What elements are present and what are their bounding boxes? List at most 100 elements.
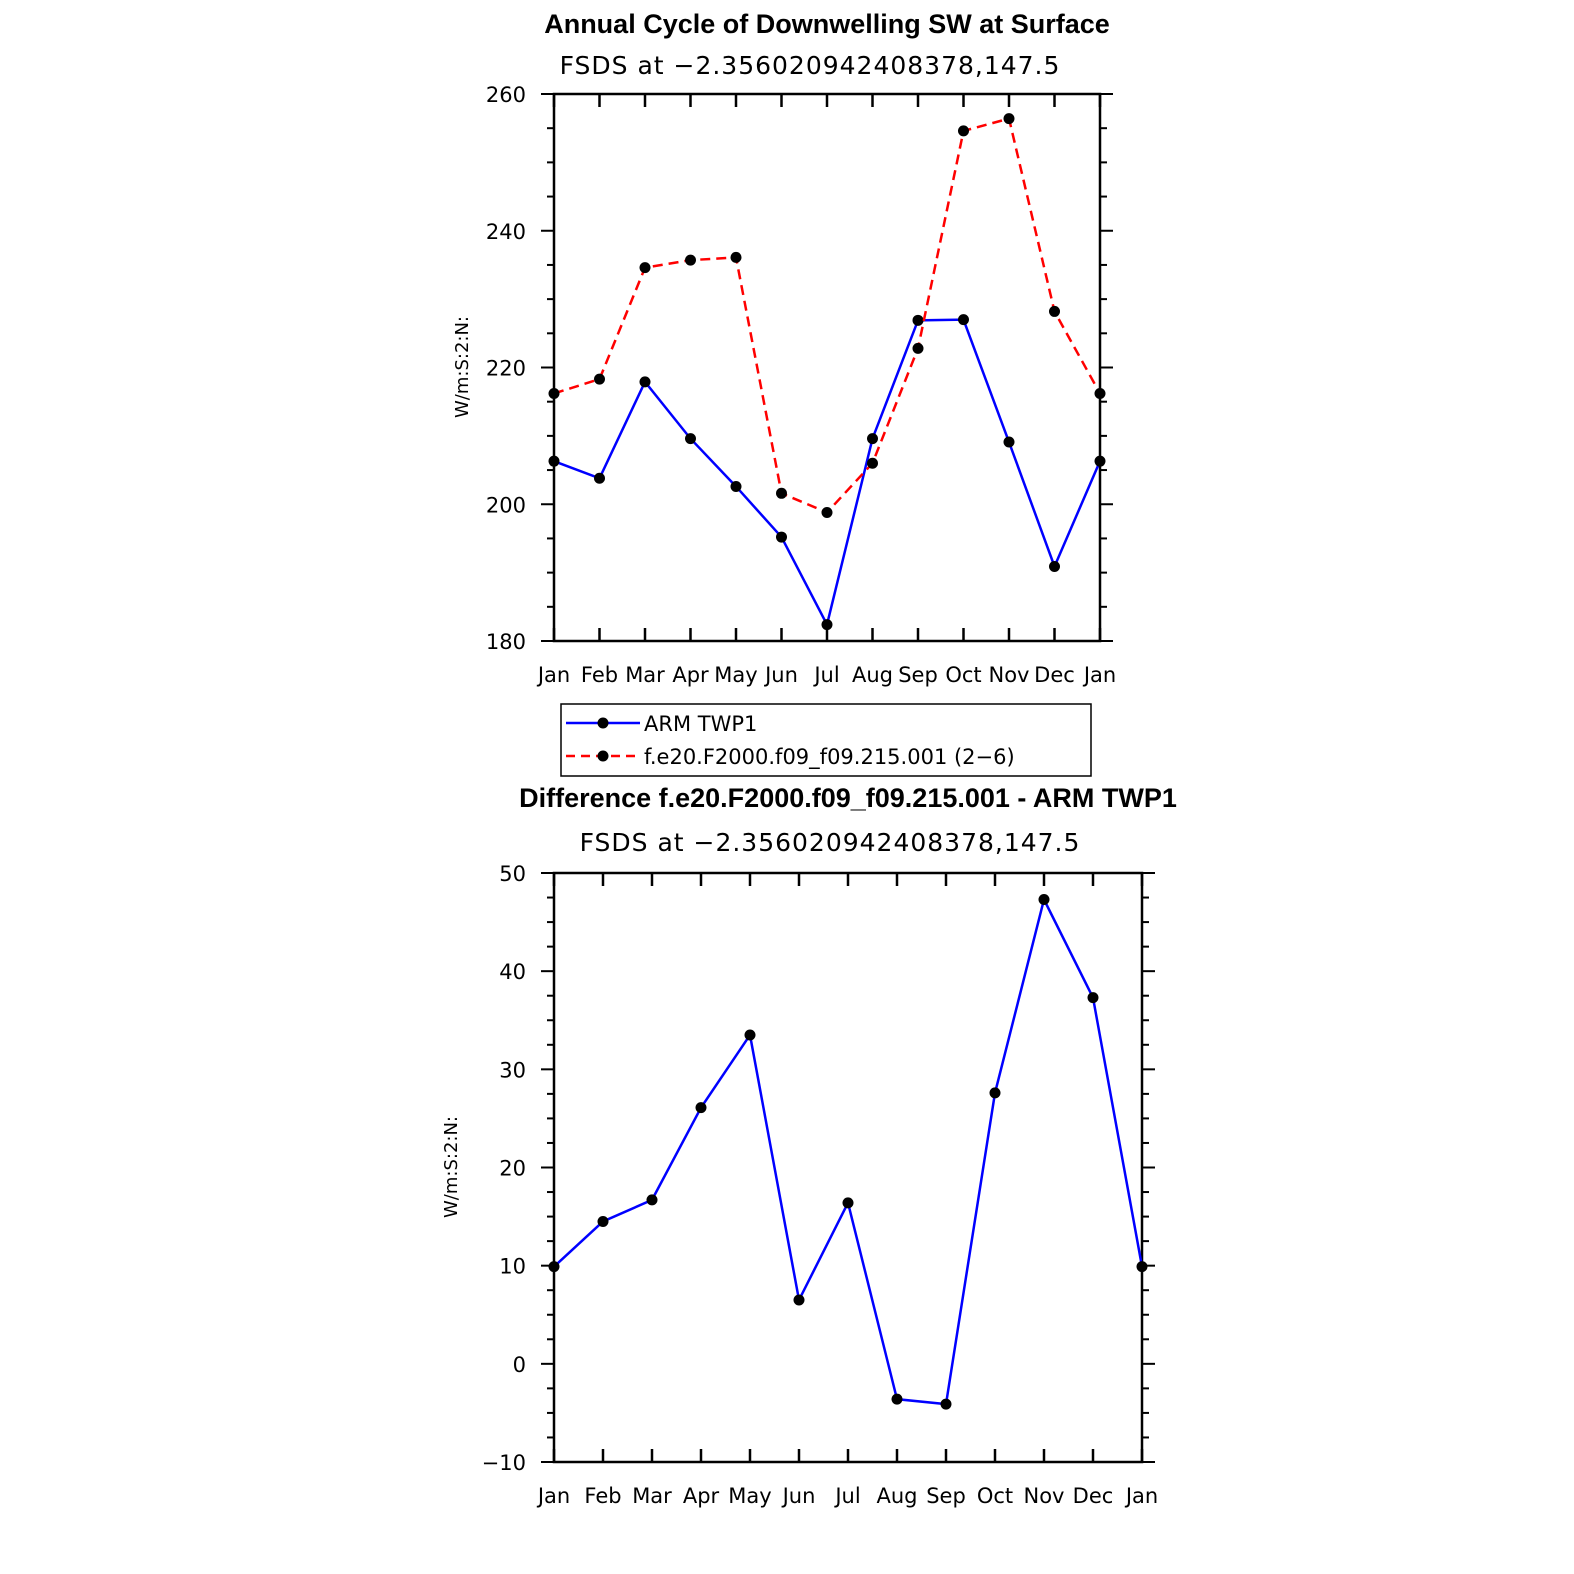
chart2-data-point (695, 1102, 707, 1114)
chart1-data-point (776, 531, 787, 543)
chart2-data-point (597, 1215, 609, 1227)
chart1-data-point (685, 254, 696, 266)
chart2-data-point (1087, 992, 1099, 1004)
chart1-x-tick-label: Jan (1082, 663, 1116, 687)
annual-cycle-chart: Annual Cycle of Downwelling SW at Surfac… (452, 9, 1116, 777)
chart1-x-tick-label: Jan (536, 663, 570, 687)
chart2-series (548, 894, 1148, 1410)
chart1-y-tick-label: 220 (486, 357, 526, 381)
chart1-data-point (958, 314, 969, 326)
chart2-y-tick-label: 30 (499, 1058, 526, 1082)
difference-chart: Difference f.e20.F2000.f09_f09.215.001 -… (441, 783, 1177, 1508)
chart2-y-tick-label: 0 (513, 1353, 526, 1377)
chart2-x-tick-label: Jan (536, 1484, 570, 1508)
chart1-y-tick-label: 240 (486, 220, 526, 244)
chart1-data-point (1094, 455, 1106, 467)
chart1-data-point (912, 314, 924, 326)
chart1-axes: Jan Feb Mar Apr May Jun Jul Aug Sep Oct Nov Dec Jan 1… (486, 83, 1116, 687)
chart2-ylabel: W/m:S:2:N: (441, 1116, 462, 1218)
chart1-legend: ARM TWP1 f.e20.F2000.f09_f09.215.001 (2−… (560, 703, 1092, 777)
chart1-data-point (821, 506, 833, 518)
chart2-x-tick-label: May (728, 1484, 771, 1508)
chart1-y-tick-label: 260 (486, 83, 526, 107)
chart1-data-point (1003, 436, 1015, 448)
chart1-x-tick-label: Nov (989, 663, 1030, 687)
chart2-x-tick-label: Dec (1073, 1484, 1114, 1508)
chart1-data-point (1049, 560, 1060, 572)
chart1-x-tick-label: Aug (852, 663, 893, 687)
chart2-x-tick-label: Nov (1024, 1484, 1065, 1508)
chart1-y-tick-label: 180 (486, 630, 526, 654)
chart2-x-tick-label: Jun (781, 1484, 816, 1508)
chart2-axes: Jan Feb Mar Apr May Jun Jul Aug Sep Oct Nov Dec Jan−… (482, 862, 1159, 1508)
chart1-data-point (548, 387, 560, 399)
chart1-data-point (730, 480, 742, 492)
chart1-data-point (776, 487, 787, 499)
legend-box (560, 703, 1092, 777)
chart2-y-tick-label: 20 (499, 1157, 526, 1181)
chart2-subtitle: FSDS at −2.356020942408378,147.5 (580, 828, 1081, 857)
chart1-x-tick-label: Jun (763, 663, 798, 687)
chart1-x-tick-label: Oct (945, 663, 981, 687)
legend-marker-model (597, 750, 609, 762)
chart1-data-point (1003, 113, 1015, 125)
chart2-data-point (646, 1194, 658, 1206)
chart1-data-point (685, 433, 696, 445)
chart1-data-point (821, 619, 833, 631)
chart2-data-point (744, 1029, 756, 1041)
chart1-x-tick-label: Apr (672, 663, 709, 687)
chart1-x-tick-label: Mar (625, 663, 665, 687)
chart2-data-point (1136, 1261, 1148, 1273)
chart2-x-tick-label: Mar (632, 1484, 672, 1508)
chart2-data-point (940, 1398, 952, 1410)
chart1-y-tick-label: 200 (486, 493, 526, 517)
chart1-data-point (867, 457, 878, 469)
chart1-data-point (958, 125, 969, 137)
chart1-x-tick-label: Jul (812, 663, 839, 687)
chart2-x-tick-label: Jul (833, 1484, 860, 1508)
chart1-subtitle: FSDS at −2.356020942408378,147.5 (560, 51, 1061, 80)
chart2-series-line-0 (553, 895, 1144, 1406)
legend-label-arm: ARM TWP1 (644, 712, 757, 736)
chart1-x-tick-label: May (714, 663, 757, 687)
chart1-x-tick-label: Dec (1034, 663, 1075, 687)
chart1-series-line-0 (553, 318, 1102, 629)
chart1-title: Annual Cycle of Downwelling SW at Surfac… (544, 9, 1110, 39)
chart1-plot-frame (552, 92, 1102, 643)
chart2-data-point (793, 1294, 805, 1306)
chart1-x-tick-label: Sep (898, 663, 938, 687)
chart1-data-point (639, 376, 651, 388)
chart1-data-point (594, 373, 605, 385)
chart2-x-tick-label: Jan (1124, 1484, 1158, 1508)
chart1-x-tick-label: Feb (581, 663, 618, 687)
chart2-x-tick-label: Feb (584, 1484, 621, 1508)
chart1-data-point (1049, 305, 1060, 317)
chart2-x-tick-label: Apr (683, 1484, 720, 1508)
chart1-series (548, 113, 1106, 631)
chart2-y-tick-label: 10 (499, 1255, 526, 1279)
chart2-data-point (842, 1197, 854, 1209)
chart2-x-tick-label: Oct (977, 1484, 1013, 1508)
chart2-x-tick-label: Aug (876, 1484, 917, 1508)
chart1-ylabel: W/m:S:2:N: (452, 316, 473, 418)
chart1-data-point (1094, 387, 1106, 399)
chart2-x-tick-label: Sep (926, 1484, 966, 1508)
chart2-y-tick-label: 40 (499, 960, 526, 984)
chart1-data-point (548, 455, 560, 467)
chart2-data-point (1038, 894, 1050, 906)
chart2-data-point (989, 1087, 1001, 1099)
chart2-plot-frame (552, 871, 1144, 1464)
chart2-data-point (891, 1393, 903, 1405)
legend-label-model: f.e20.F2000.f09_f09.215.001 (2−6) (644, 745, 1015, 770)
chart2-y-tick-label: 50 (499, 862, 526, 886)
chart1-data-point (594, 472, 605, 484)
chart1-data-point (867, 433, 878, 445)
chart2-y-tick-label: −10 (482, 1451, 526, 1475)
chart2-data-point (548, 1261, 560, 1273)
chart2-title: Difference f.e20.F2000.f09_f09.215.001 -… (519, 783, 1177, 813)
chart1-data-point (912, 342, 924, 354)
chart1-series-line-1 (553, 117, 1102, 514)
chart1-data-point (639, 262, 651, 274)
legend-marker-arm (597, 717, 609, 729)
